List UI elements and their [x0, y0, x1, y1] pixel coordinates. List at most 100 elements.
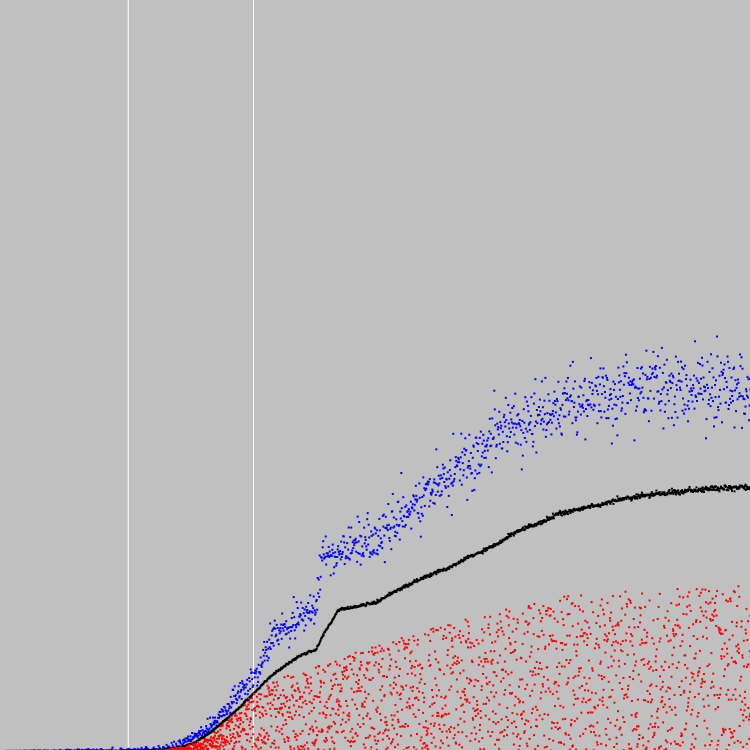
point [201, 746, 204, 749]
point [350, 526, 353, 529]
point [618, 388, 621, 391]
point [233, 685, 236, 688]
point [310, 689, 313, 692]
point [335, 612, 338, 615]
point [561, 642, 564, 645]
point [558, 512, 561, 514]
point [451, 484, 454, 487]
point [357, 682, 360, 685]
point [485, 676, 488, 679]
point [465, 641, 468, 644]
point [412, 713, 415, 716]
point [547, 518, 550, 521]
point [639, 392, 642, 395]
point [456, 465, 459, 468]
point [297, 623, 300, 626]
point [258, 693, 261, 695]
point [248, 680, 251, 683]
point [674, 493, 677, 496]
point [282, 724, 285, 726]
point [268, 694, 271, 696]
point [346, 542, 349, 545]
point [674, 355, 677, 358]
point [302, 701, 305, 704]
point [463, 447, 466, 450]
point [462, 558, 465, 561]
point [603, 391, 606, 393]
point [291, 694, 294, 697]
point [551, 412, 554, 415]
point [490, 444, 493, 447]
point [257, 748, 260, 750]
point [384, 721, 387, 724]
point [332, 618, 335, 621]
point [581, 403, 584, 406]
point [466, 620, 469, 623]
point [467, 557, 470, 559]
point [430, 741, 433, 744]
point [390, 693, 393, 696]
point [381, 514, 384, 517]
point [711, 386, 713, 389]
point [544, 647, 547, 650]
point [265, 732, 268, 735]
point [677, 360, 679, 363]
point [500, 680, 502, 683]
point [419, 673, 422, 676]
point [519, 443, 522, 446]
point [487, 466, 490, 469]
point [346, 739, 349, 742]
point [188, 739, 191, 742]
point [318, 643, 321, 646]
point [543, 519, 546, 522]
point [181, 743, 184, 746]
point [542, 675, 545, 678]
point [506, 706, 509, 709]
point [616, 398, 619, 400]
point [300, 748, 303, 750]
point [288, 646, 291, 649]
point [446, 506, 449, 508]
point [748, 404, 750, 407]
point [680, 490, 682, 493]
point [301, 618, 304, 621]
point [242, 688, 245, 691]
point [527, 606, 530, 609]
point [539, 520, 542, 523]
point [277, 670, 280, 673]
point [338, 552, 341, 555]
point [218, 745, 221, 748]
point [284, 665, 287, 668]
point [253, 707, 256, 710]
point [226, 722, 229, 724]
point [516, 414, 519, 417]
point [564, 717, 567, 720]
point [533, 734, 535, 737]
point [651, 492, 654, 495]
point [719, 388, 721, 391]
point [466, 466, 469, 469]
point [311, 604, 314, 607]
point [717, 409, 720, 412]
point [325, 714, 328, 716]
point [299, 613, 302, 616]
point [590, 601, 593, 604]
point [553, 390, 556, 393]
point [371, 553, 374, 556]
point [428, 505, 431, 508]
point [462, 469, 465, 472]
point [199, 744, 202, 747]
point [554, 411, 557, 414]
point [556, 721, 559, 724]
point [657, 402, 660, 405]
point [578, 686, 581, 689]
point [443, 628, 446, 631]
point [564, 399, 567, 402]
point [175, 742, 178, 745]
point [215, 731, 218, 734]
point [663, 491, 666, 494]
point [468, 701, 471, 704]
point [530, 396, 533, 399]
point [238, 726, 240, 729]
point [547, 420, 550, 423]
